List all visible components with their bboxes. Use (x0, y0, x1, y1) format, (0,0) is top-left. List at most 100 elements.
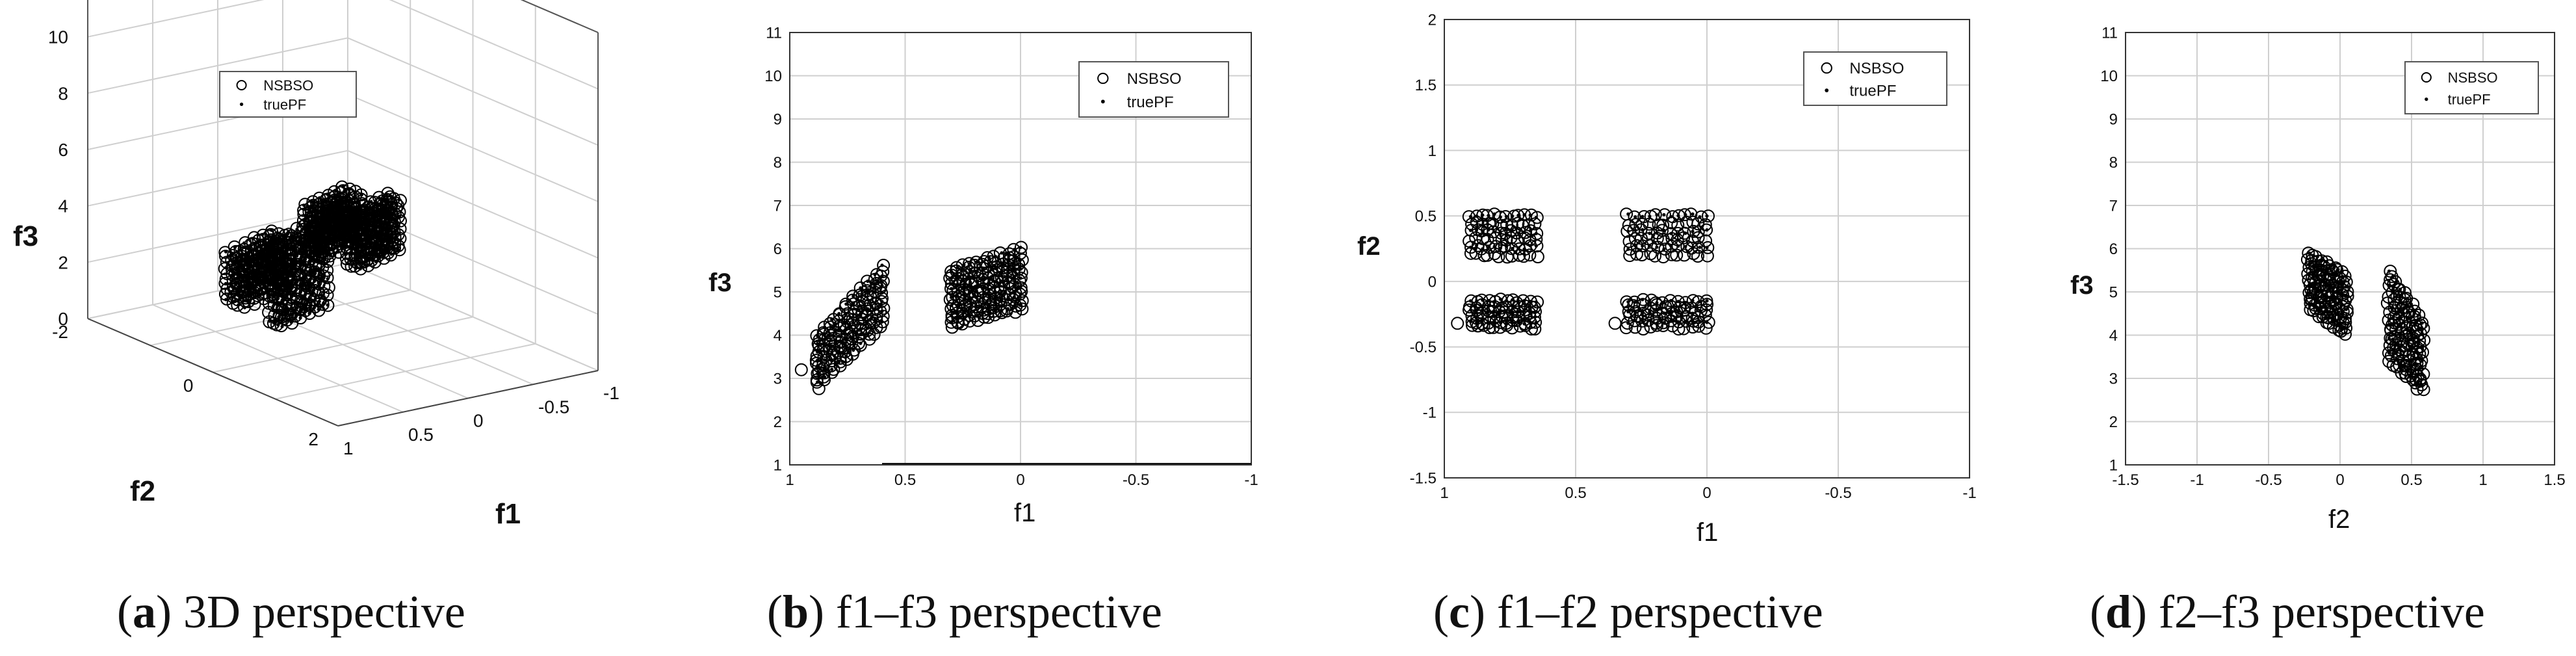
nsbso-marker (1701, 241, 1715, 254)
a-legend-nsbso-label: NSBSO (263, 77, 313, 94)
truepf-marker (344, 200, 348, 204)
nsbso-marker (355, 234, 369, 248)
a-data-points (218, 180, 407, 333)
nsbso-marker (257, 260, 271, 274)
truepf-marker (261, 249, 265, 253)
nsbso-marker (354, 262, 367, 276)
truepf-marker (1633, 215, 1637, 219)
b-ytick-label: 5 (774, 283, 782, 301)
d-ytick-label: 3 (2109, 370, 2118, 387)
nsbso-marker (874, 281, 887, 295)
nsbso-marker (315, 252, 329, 265)
nsbso-marker (231, 293, 244, 307)
nsbso-marker (324, 217, 337, 231)
truepf-marker (237, 255, 241, 259)
nsbso-marker (2398, 286, 2412, 300)
truepf-marker (336, 219, 341, 223)
truepf-marker (2344, 317, 2348, 321)
nsbso-marker (1644, 247, 1658, 261)
nsbso-marker (863, 328, 876, 341)
nsbso-marker (818, 366, 831, 380)
nsbso-marker (320, 288, 334, 302)
b-ytick-label: 8 (774, 154, 782, 172)
nsbso-marker (315, 211, 328, 224)
a-ztick-label: 6 (58, 140, 68, 160)
truepf-marker (242, 257, 246, 262)
truepf-marker (1468, 228, 1472, 232)
c-legend: NSBSO truePF (1803, 51, 1947, 106)
c-xlabel: f1 (1697, 518, 1718, 547)
truepf-marker (1626, 309, 1630, 313)
a-legend-box (219, 71, 357, 118)
d-legend-truepf-marker (2425, 97, 2428, 101)
truepf-marker (823, 375, 827, 379)
nsbso-marker (1528, 322, 1542, 335)
truepf-marker (276, 322, 280, 327)
a-ytick-label: 0 (183, 376, 194, 396)
nsbso-marker (265, 241, 279, 255)
truepf-marker (1684, 244, 1687, 248)
b-xtick-label: 1 (785, 471, 794, 489)
truepf-marker (280, 324, 284, 328)
truepf-marker (852, 348, 855, 352)
caption-c: (c) f1–f2 perspective (1433, 586, 1823, 638)
nsbso-marker (1464, 241, 1477, 254)
nsbso-marker (827, 363, 840, 376)
d-ytick-label: 10 (2100, 68, 2118, 85)
b-xtick-label: -1 (1244, 471, 1258, 489)
nsbso-marker (1700, 223, 1713, 237)
a-legend-nsbso-marker (236, 79, 247, 91)
a-ztick-label: 8 (58, 83, 68, 103)
nsbso-marker (968, 309, 982, 322)
nsbso-marker (320, 271, 334, 285)
nsbso-marker (1692, 319, 1706, 333)
d-legend-truepf-label: truePF (2448, 92, 2491, 108)
nsbso-marker (1620, 224, 1634, 238)
panel-b-plot: 1 0.5 0 -0.5 -1 1 2 3 4 5 6 7 8 9 10 11 f1 f3 NSBSO true… (709, 24, 1258, 527)
nsbso-marker (1678, 248, 1691, 262)
nsbso-marker (247, 250, 261, 263)
truepf-marker (1669, 311, 1673, 315)
truepf-marker (956, 303, 959, 307)
a-xtick-label: -0.5 (538, 397, 569, 417)
d-legend-nsbso-marker (2421, 72, 2432, 83)
nsbso-marker (812, 382, 826, 395)
c-ylabel: f2 (1357, 232, 1381, 261)
nsbso-marker (1658, 243, 1672, 256)
nsbso-marker (1528, 217, 1542, 231)
nsbso-marker (1489, 231, 1502, 245)
truepf-marker (298, 316, 302, 320)
nsbso-marker (347, 222, 361, 236)
truepf-marker (307, 259, 311, 263)
nsbso-marker (1645, 293, 1658, 307)
nsbso-marker (2339, 312, 2352, 325)
nsbso-marker (1637, 210, 1651, 224)
truepf-marker (1691, 230, 1695, 233)
nsbso-marker (863, 332, 876, 346)
nsbso-marker (317, 230, 330, 244)
nsbso-marker (1658, 208, 1671, 222)
truepf-marker (1662, 213, 1666, 216)
nsbso-marker (304, 201, 317, 215)
a-ztick-label: 4 (58, 196, 68, 216)
nsbso-marker (237, 285, 251, 299)
nsbso-marker (2340, 302, 2354, 316)
d-ytick-label: 7 (2109, 197, 2118, 215)
nsbso-marker (2416, 345, 2429, 359)
nsbso-marker (302, 281, 315, 295)
nsbso-marker (1702, 209, 1715, 223)
nsbso-marker (1637, 322, 1650, 335)
truepf-marker (1626, 230, 1630, 233)
truepf-marker (1705, 228, 1709, 232)
nsbso-marker (303, 216, 317, 230)
b-legend-nsbso-label: NSBSO (1127, 70, 1182, 88)
nsbso-marker (2341, 285, 2354, 298)
nsbso-marker (2339, 321, 2353, 335)
d-xtick-label: 0.5 (2400, 471, 2422, 489)
c-data-points (1451, 207, 1715, 336)
nsbso-marker (312, 304, 326, 317)
truepf-marker (352, 196, 356, 200)
nsbso-marker (1644, 209, 1658, 223)
nsbso-marker (1495, 218, 1509, 232)
nsbso-marker (956, 268, 969, 282)
